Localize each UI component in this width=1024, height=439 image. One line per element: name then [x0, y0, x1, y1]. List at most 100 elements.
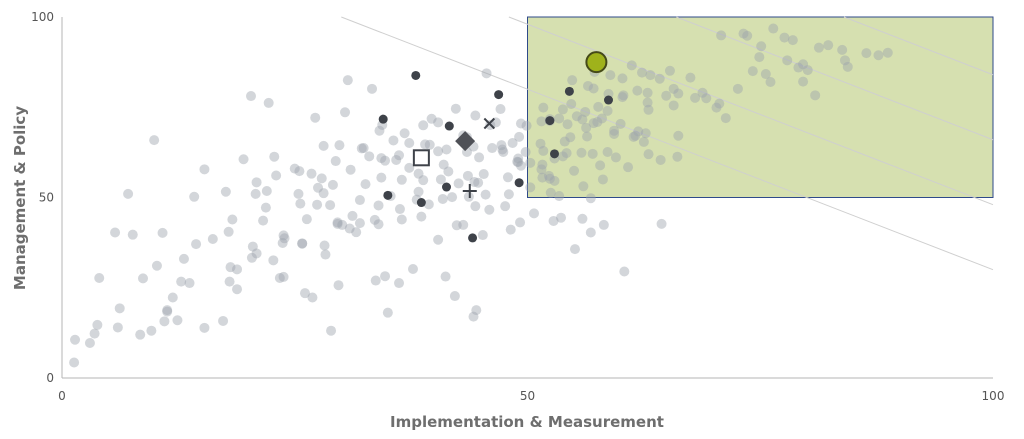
background-point — [271, 170, 282, 181]
background-point — [261, 186, 272, 197]
background-point — [301, 214, 312, 225]
highlight-point — [444, 121, 454, 131]
background-point — [503, 189, 514, 200]
background-point — [470, 110, 481, 121]
background-point — [673, 88, 684, 99]
background-point — [269, 151, 280, 162]
highlight-point — [549, 149, 559, 159]
background-point — [347, 210, 358, 221]
background-point — [595, 160, 606, 171]
background-point — [673, 130, 684, 141]
background-point — [672, 151, 683, 162]
background-point — [299, 288, 310, 299]
background-point — [507, 137, 518, 148]
background-point — [404, 162, 415, 173]
background-point — [310, 112, 321, 123]
background-point — [514, 131, 525, 142]
background-point — [413, 186, 424, 197]
background-point — [380, 271, 391, 282]
background-point — [632, 85, 643, 96]
background-point — [538, 102, 549, 113]
y-axis-title: Management & Policy — [11, 106, 29, 290]
background-point — [593, 101, 604, 112]
background-point — [548, 215, 559, 226]
background-point — [458, 219, 469, 230]
background-point — [334, 140, 345, 151]
background-point — [643, 149, 654, 160]
background-point — [839, 55, 850, 66]
background-point — [92, 319, 103, 330]
background-point — [554, 113, 565, 124]
background-point — [596, 113, 607, 124]
background-point — [477, 230, 488, 241]
background-point — [738, 28, 749, 39]
background-point — [549, 175, 560, 186]
background-point — [525, 157, 536, 168]
background-point — [690, 92, 701, 103]
background-point — [367, 83, 378, 94]
background-point — [396, 214, 407, 225]
background-point — [480, 189, 491, 200]
background-point — [515, 118, 526, 129]
background-point — [199, 322, 210, 333]
background-point — [388, 135, 399, 146]
focus-point — [585, 51, 608, 74]
background-point — [569, 244, 580, 255]
background-point — [404, 137, 415, 148]
background-point — [330, 156, 341, 167]
background-point — [376, 153, 387, 164]
background-point — [615, 118, 626, 129]
background-point — [496, 140, 507, 151]
square-marker — [412, 149, 430, 167]
background-point — [246, 252, 257, 263]
background-point — [333, 280, 344, 291]
background-point — [114, 303, 125, 314]
background-point — [782, 55, 793, 66]
background-point — [571, 111, 582, 122]
background-point — [354, 218, 365, 229]
background-point — [661, 90, 672, 101]
highlight-region — [527, 16, 994, 198]
background-point — [260, 202, 271, 213]
background-point — [873, 50, 884, 61]
background-point — [199, 164, 210, 175]
background-point — [473, 177, 484, 188]
background-point — [779, 32, 790, 43]
background-point — [513, 157, 524, 168]
background-point — [609, 128, 620, 139]
background-point — [617, 92, 628, 103]
background-point — [449, 291, 460, 302]
background-point — [567, 75, 578, 86]
background-point — [443, 166, 454, 177]
background-point — [94, 273, 105, 284]
background-point — [802, 65, 813, 76]
background-point — [360, 179, 371, 190]
background-point — [84, 337, 95, 348]
background-point — [238, 154, 249, 165]
background-point — [628, 131, 639, 142]
background-point — [668, 83, 679, 94]
background-point — [374, 125, 385, 136]
background-point — [376, 172, 387, 183]
background-point — [364, 151, 375, 162]
background-point — [435, 174, 446, 185]
background-point — [453, 178, 464, 189]
background-point — [544, 173, 555, 184]
background-point — [557, 151, 568, 162]
background-point — [536, 116, 547, 127]
background-point — [325, 200, 336, 211]
background-point — [642, 97, 653, 108]
background-point — [720, 113, 731, 124]
background-point — [577, 114, 588, 125]
background-point — [714, 98, 725, 109]
highlight-point — [468, 233, 478, 243]
background-point — [756, 41, 767, 52]
background-point — [582, 131, 593, 142]
background-point — [554, 191, 565, 202]
background-point — [307, 292, 318, 303]
background-point — [742, 30, 753, 41]
x-axis-title: Implementation & Measurement — [390, 413, 664, 431]
background-point — [258, 215, 269, 226]
background-point — [245, 91, 256, 102]
background-point — [640, 128, 651, 139]
